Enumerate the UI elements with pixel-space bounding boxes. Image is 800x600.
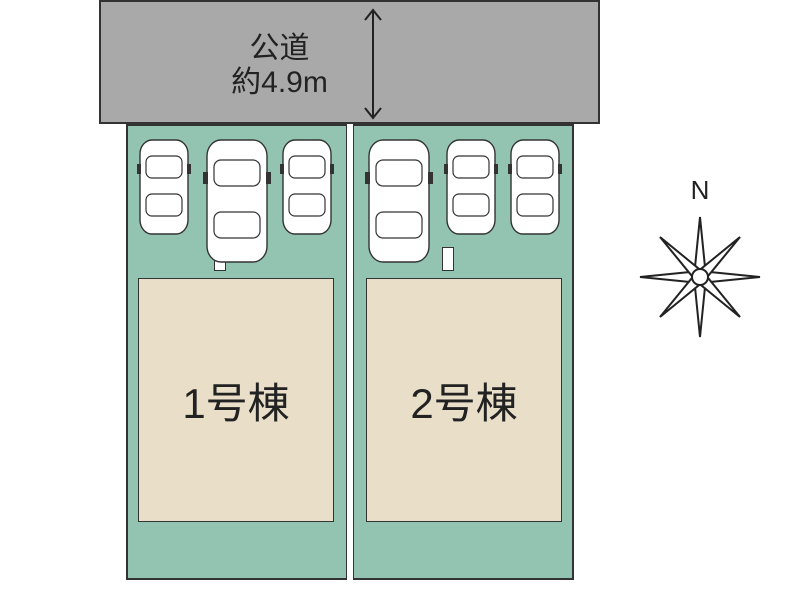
car-icon bbox=[135, 132, 193, 242]
road-label: 公道 約4.9m bbox=[31, 32, 528, 100]
car-icon bbox=[278, 132, 336, 242]
building-1-label: 1号棟 bbox=[182, 370, 289, 431]
road-label-line1: 公道 bbox=[250, 32, 310, 65]
site-plan-canvas: 公道 約4.9m 1号棟 2号棟 bbox=[0, 0, 800, 600]
compass-icon: N bbox=[630, 175, 770, 350]
car-icon bbox=[363, 132, 435, 270]
road-width-arrow-icon bbox=[363, 6, 383, 122]
building-1: 1号棟 bbox=[138, 278, 334, 522]
compass-north-label: N bbox=[630, 175, 770, 206]
car-icon bbox=[201, 132, 273, 270]
lot-divider bbox=[346, 124, 354, 580]
car-icon bbox=[506, 132, 564, 242]
building-2-label: 2号棟 bbox=[410, 370, 517, 431]
road-strip: 公道 約4.9m bbox=[99, 0, 600, 124]
building-2-step bbox=[442, 247, 454, 271]
building-2: 2号棟 bbox=[366, 278, 562, 522]
road-label-line2: 約4.9m bbox=[231, 66, 328, 99]
car-icon bbox=[442, 132, 500, 242]
